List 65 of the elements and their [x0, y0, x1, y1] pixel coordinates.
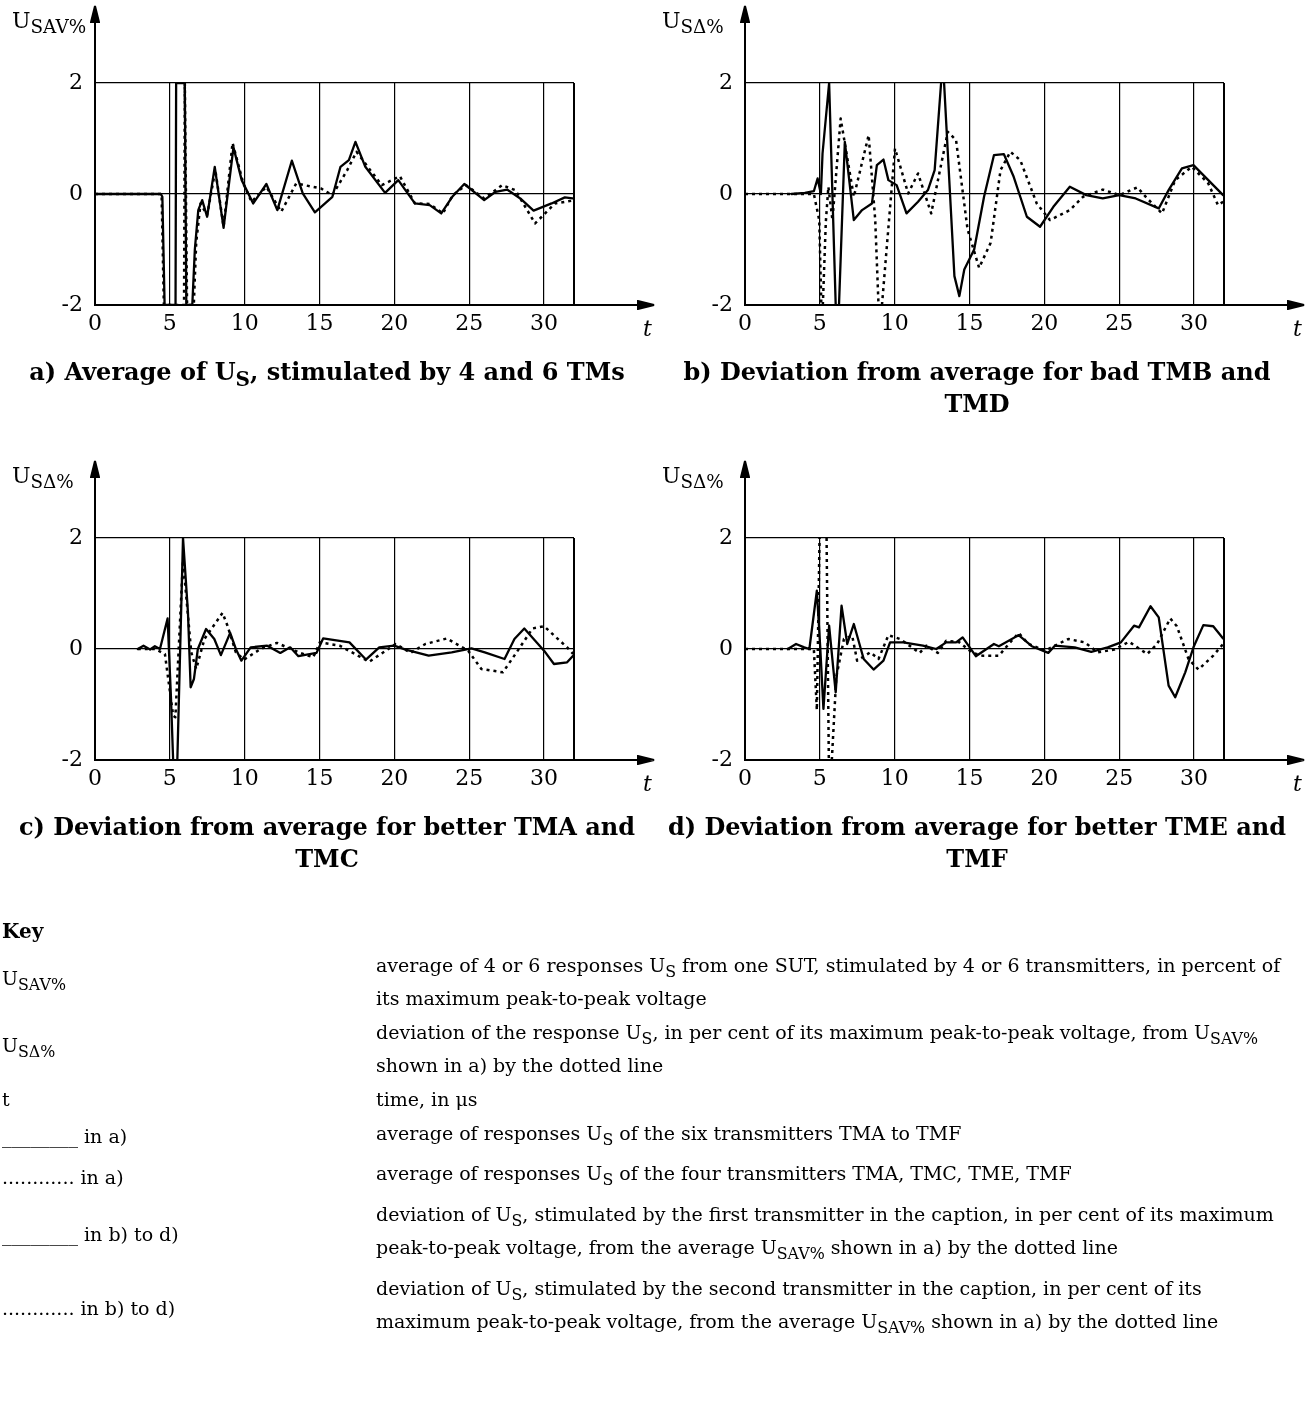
y-axis-title: U$_{SΔ%}$: [12, 463, 74, 493]
x-tick-label: 30: [1180, 309, 1209, 335]
y-tick-label: 2: [719, 523, 733, 549]
y-axis-title: U$_{SΔ%}$: [662, 8, 724, 38]
text: deviation of U$_{S}$, stimulated by the first transmitter in the caption, in per cent of its maximum peak-to-peak voltage, from the average U$_{SAV%}$ shown in a) by the dotted line: [376, 1202, 1275, 1265]
text: average of responses U$_{S}$ of the four transmitters TMA, TMC, TME, TMF: [376, 1161, 1073, 1192]
x-tick-label: 20: [380, 764, 409, 790]
x-tick-label: 10: [880, 764, 909, 790]
x-tick-label: 15: [955, 309, 984, 335]
x-tick-label: 10: [880, 309, 909, 335]
x-axis-title: t: [643, 771, 652, 796]
y-tick-label: 0: [69, 179, 83, 205]
x-tick-label: 0: [88, 309, 102, 335]
x-tick-label: 30: [1180, 764, 1209, 790]
x-tick-label: 20: [380, 309, 409, 335]
y-tick-label: -2: [61, 290, 83, 316]
x-tick-label: 25: [455, 764, 484, 790]
x-tick-label: 15: [305, 764, 334, 790]
text: ............ in a): [2, 1164, 125, 1190]
y-tick-label: -2: [711, 745, 733, 771]
x-tick-label: 25: [1105, 309, 1134, 335]
x-tick-label: 30: [530, 309, 559, 335]
y-tick-label: 0: [719, 179, 733, 205]
y-axis-title: U$_{SAV%}$: [12, 8, 87, 38]
text: Key: [2, 918, 45, 944]
x-tick-label: 20: [1030, 309, 1059, 335]
text: ________ in b) to d): [2, 1222, 180, 1247]
y-tick-label: 2: [719, 68, 733, 94]
text: b) Deviation from average for bad TMB and TMD: [682, 356, 1272, 420]
x-tick-label: 5: [162, 764, 177, 790]
x-axis-title: t: [1293, 316, 1302, 341]
y-tick-label: -2: [711, 290, 733, 316]
text: c) Deviation from average for better TMA and TMC: [17, 811, 637, 875]
y-tick-label: 0: [69, 634, 83, 660]
x-axis-title: t: [643, 316, 652, 341]
text: average of responses U$_{S}$ of the six transmitters TMA to TMF: [376, 1120, 963, 1151]
text: ............ in b) to d): [2, 1295, 177, 1321]
x-tick-label: 5: [812, 309, 827, 335]
x-tick-label: 30: [530, 764, 559, 790]
x-tick-label: 10: [230, 309, 259, 335]
text: a) Average of U$_{S}$, stimulated by 4 and 6 TMs: [28, 356, 626, 393]
x-tick-label: 0: [738, 309, 752, 335]
text: t: [2, 1086, 11, 1112]
text: U$_{SAV%}$: [2, 966, 67, 996]
y-tick-label: 0: [719, 634, 733, 660]
x-tick-label: 0: [738, 764, 752, 790]
text: deviation of U$_{S}$, stimulated by the second transmitter in the caption, in per cent of its maximum peak-to-peak voltage, from the average U$_{SAV%}$ shown in a) by the dotted line: [376, 1275, 1220, 1339]
x-tick-label: 25: [455, 309, 484, 335]
x-tick-label: 10: [230, 764, 259, 790]
y-tick-label: 2: [69, 68, 83, 94]
text: ________ in a): [2, 1124, 129, 1149]
y-tick-label: -2: [61, 745, 83, 771]
text: U$_{SΔ%}$: [2, 1032, 57, 1063]
x-tick-label: 20: [1030, 764, 1059, 790]
x-axis-title: t: [1293, 771, 1302, 796]
y-tick-label: 2: [69, 523, 83, 549]
x-tick-label: 0: [88, 764, 102, 790]
text: d) Deviation from average for better TME and TMF: [667, 811, 1287, 875]
x-tick-label: 5: [162, 309, 177, 335]
x-tick-label: 5: [812, 764, 827, 790]
x-tick-label: 25: [1105, 764, 1134, 790]
y-axis-title: U$_{SΔ%}$: [662, 463, 724, 493]
x-tick-label: 15: [955, 764, 984, 790]
x-tick-label: 15: [305, 309, 334, 335]
text: time, in μs: [376, 1086, 479, 1112]
